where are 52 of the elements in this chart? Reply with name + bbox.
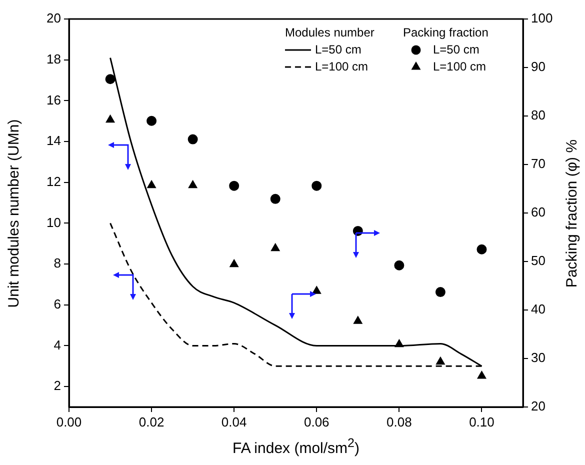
y-tick-label: 2 <box>54 378 61 394</box>
x-tick-label: 0.08 <box>386 414 412 430</box>
y2-tick-label: 30 <box>531 350 546 366</box>
point <box>270 243 280 252</box>
y2-tick-label: 70 <box>531 156 546 172</box>
y-tick-label: 18 <box>46 51 61 66</box>
y-tick-label: 16 <box>46 92 61 108</box>
y2-tick-label: 50 <box>531 253 546 268</box>
x-tick-label: 0.06 <box>304 414 330 430</box>
x-axis-title: FA index (mol/sm$^{2}$) <box>232 436 360 457</box>
point <box>105 74 116 84</box>
point <box>188 134 198 144</box>
point <box>146 116 157 126</box>
point <box>106 114 115 123</box>
legend-label: L=50 cm <box>433 42 480 56</box>
x-tick-label: 0.04 <box>221 414 247 430</box>
y2-tick-label: 80 <box>531 108 546 123</box>
point <box>476 244 487 254</box>
y2-tick-label: 60 <box>531 204 546 220</box>
annotation: Modules number <box>285 25 374 40</box>
y2-axis-title: Packing fraction (φ) % <box>564 138 581 288</box>
y-tick-label: 20 <box>46 10 61 26</box>
point <box>188 180 198 188</box>
y2-tick-label: 100 <box>531 10 553 26</box>
y-tick-label: 4 <box>54 337 61 352</box>
y2-tick-label: 90 <box>531 59 546 74</box>
y-tick-label: 12 <box>46 174 61 189</box>
y-tick-label: 10 <box>46 214 61 230</box>
y2-tick-label: 40 <box>531 302 546 317</box>
y-axis-title: Unit modules number (UMn) <box>6 118 23 308</box>
point <box>312 286 322 294</box>
legend-label: L=100 cm <box>433 59 486 74</box>
legend-label: L=50 cm <box>315 42 362 56</box>
annotation: Packing fraction <box>403 25 488 40</box>
x-tick-label: 0.00 <box>56 414 82 430</box>
y-tick-label: 6 <box>54 296 61 312</box>
point <box>435 287 446 298</box>
point <box>229 180 240 191</box>
point <box>270 194 280 204</box>
point <box>147 180 156 188</box>
point <box>477 370 486 379</box>
legend-label: L=100 cm <box>315 59 368 74</box>
point <box>312 180 322 191</box>
x-tick-label: 0.02 <box>138 414 164 430</box>
y2-tick-label: 20 <box>531 398 546 414</box>
point <box>436 356 445 365</box>
x-tick-label: 0.10 <box>469 414 494 430</box>
point <box>354 316 362 324</box>
point <box>394 260 404 270</box>
point <box>230 259 238 268</box>
y-tick-label: 8 <box>54 256 61 271</box>
y-tick-label: 14 <box>46 133 61 148</box>
